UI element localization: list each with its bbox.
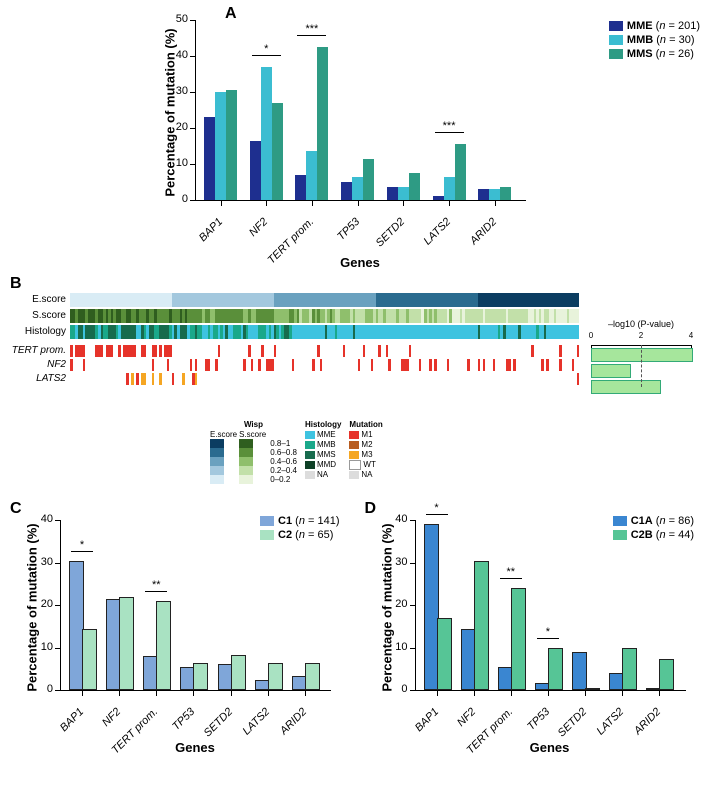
panel-d-xlabel: Genes <box>530 740 570 755</box>
panel-a-legend: MME (n = 201) MMB (n = 30) MMS (n = 26) <box>609 20 700 62</box>
track-label: TERT prom. <box>10 345 70 356</box>
bar <box>387 187 398 200</box>
bar <box>226 90 237 200</box>
bar <box>215 92 226 200</box>
significance-marker: *** <box>295 23 328 35</box>
bar <box>585 688 600 690</box>
bar <box>478 189 489 200</box>
track-label: E.score <box>10 294 70 305</box>
gene-label: LATS2 <box>402 216 453 267</box>
heatmap-track <box>70 293 580 307</box>
legend-item: MMB (n = 30) <box>609 34 700 46</box>
panel-d-plot: 010203040BAP1NF2TERT prom.TP53SETD2LATS2… <box>415 520 686 691</box>
bar <box>306 151 317 200</box>
bar <box>444 177 455 200</box>
panel-c-label: C <box>10 500 22 518</box>
significance-marker: *** <box>433 120 466 132</box>
panel-b-pvalue-chart: –log10 (P-value) 024 <box>591 333 691 394</box>
legend-item: C1 (n = 141) <box>260 515 339 527</box>
gene-label: BAP1 <box>174 216 225 267</box>
legend-item: MMS (n = 26) <box>609 48 700 60</box>
panel-a-plot: 01020304050BAP1NF2TERT prom.TP53SETD2LAT… <box>195 20 526 201</box>
track-label: NF2 <box>10 359 70 370</box>
significance-marker: * <box>250 43 283 55</box>
bar <box>272 103 283 200</box>
bar <box>352 177 363 200</box>
bar <box>455 144 466 200</box>
significance-marker: ** <box>143 579 169 591</box>
panel-c: C 010203040BAP1NF2TERT prom.TP53SETD2LAT… <box>10 500 345 760</box>
bar <box>409 173 420 200</box>
panel-a-xlabel: Genes <box>340 255 380 270</box>
panel-b-legend: WispE.scoreS.score0.8–10.6–0.80.4–0.60.2… <box>210 420 391 484</box>
bar <box>474 561 489 691</box>
legend-item: MME (n = 201) <box>609 20 700 32</box>
panel-c-xlabel: Genes <box>175 740 215 755</box>
panel-d-label: D <box>365 500 377 518</box>
bar <box>119 597 134 690</box>
significance-marker: * <box>424 502 450 514</box>
bar <box>500 187 511 200</box>
heatmap-track <box>70 309 580 323</box>
panel-a: A 01020304050BAP1NF2TERT prom.TP53SETD2L… <box>150 10 570 270</box>
bar <box>295 175 306 200</box>
panel-d: D 010203040BAP1NF2TERT prom.TP53SETD2LAT… <box>365 500 700 760</box>
bar <box>363 159 374 200</box>
legend-item: C1A (n = 86) <box>613 515 694 527</box>
panel-a-ylabel: Percentage of mutation (%) <box>163 13 178 213</box>
pvalue-bar <box>591 364 631 378</box>
heatmap-track <box>70 325 580 339</box>
bar <box>489 189 500 200</box>
gene-label: ARID2 <box>448 216 499 267</box>
bar <box>622 648 637 690</box>
panel-d-legend: C1A (n = 86) C2B (n = 44) <box>613 515 694 543</box>
bar <box>511 588 526 690</box>
panel-d-ylabel: Percentage of mutation (%) <box>379 508 394 708</box>
bar <box>193 663 208 691</box>
bar <box>398 187 409 200</box>
panel-b-pvalue-label: –log10 (P-value) <box>591 319 691 329</box>
track-label: S.score <box>10 310 70 321</box>
bar <box>204 117 215 200</box>
panel-c-legend: C1 (n = 141) C2 (n = 65) <box>260 515 339 543</box>
pvalue-bar <box>591 380 661 394</box>
bar <box>433 196 444 200</box>
bar <box>437 618 452 690</box>
panel-b: B E.score S.score Histology TERT prom. NF2 LA… <box>10 275 699 500</box>
significance-marker: ** <box>498 566 524 578</box>
bar <box>317 47 328 200</box>
bar <box>250 141 261 200</box>
bar <box>231 655 246 690</box>
significance-marker: * <box>69 539 95 551</box>
significance-marker: * <box>535 626 561 638</box>
bar <box>305 663 320 691</box>
gene-label: TERT prom. <box>265 216 316 267</box>
track-label: Histology <box>10 326 70 337</box>
legend-item: C2B (n = 44) <box>613 529 694 541</box>
panel-b-label: B <box>10 275 22 293</box>
bar <box>341 182 352 200</box>
panel-c-ylabel: Percentage of mutation (%) <box>25 508 40 708</box>
heatmap-track <box>70 345 580 357</box>
bar <box>659 659 674 690</box>
panel-c-plot: 010203040BAP1NF2TERT prom.TP53SETD2LATS2… <box>60 520 331 691</box>
bar <box>82 629 97 691</box>
bar <box>268 663 283 691</box>
heatmap-track <box>70 373 580 385</box>
bar <box>572 652 587 690</box>
track-label: LATS2 <box>10 373 70 384</box>
heatmap-track <box>70 359 580 371</box>
legend-item: C2 (n = 65) <box>260 529 339 541</box>
bar <box>156 601 171 690</box>
gene-label: NF2 <box>220 216 271 267</box>
bar <box>261 67 272 200</box>
pvalue-bar <box>591 348 693 362</box>
bar <box>548 648 563 690</box>
